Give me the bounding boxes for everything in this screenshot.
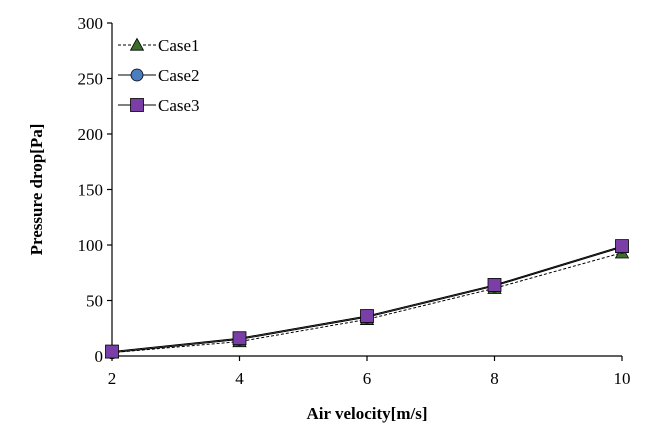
ticks: 0 50 100 150 200 250 300 2 4 6 8 10 bbox=[78, 14, 631, 388]
legend-label: Case1 bbox=[158, 36, 200, 55]
legend-marker bbox=[130, 68, 144, 82]
legend-marker bbox=[130, 98, 144, 112]
legend-item-case2: Case2 bbox=[118, 66, 200, 85]
x-tick-label: 2 bbox=[108, 369, 117, 388]
series-line bbox=[111, 246, 623, 354]
series-line bbox=[111, 252, 623, 354]
legend-label: Case3 bbox=[158, 96, 200, 115]
legend-label: Case2 bbox=[158, 66, 200, 85]
data-point bbox=[615, 239, 629, 254]
y-tick-label: 250 bbox=[78, 70, 104, 89]
series-case1 bbox=[104, 245, 630, 359]
y-tick-label: 50 bbox=[86, 292, 103, 311]
x-axis-title: Air velocity[m/s] bbox=[306, 404, 427, 423]
data-point bbox=[487, 278, 502, 292]
y-tick-label: 100 bbox=[78, 236, 104, 255]
legend-item-case1: Case1 bbox=[118, 36, 200, 55]
x-tick-label: 6 bbox=[363, 369, 372, 388]
series-layer bbox=[104, 239, 630, 360]
series-case2 bbox=[105, 240, 629, 360]
y-axis-title: Pressure drop[Pa] bbox=[27, 124, 46, 256]
series-case3 bbox=[105, 239, 629, 359]
series-line bbox=[111, 245, 623, 353]
x-tick-label: 4 bbox=[235, 369, 244, 388]
x-tick-label: 8 bbox=[490, 369, 499, 388]
legend: Case1 Case2 Case3 bbox=[118, 36, 200, 115]
data-point bbox=[360, 309, 374, 323]
y-tick-label: 300 bbox=[78, 14, 104, 33]
legend-marker bbox=[129, 37, 145, 51]
x-tick-label: 10 bbox=[614, 369, 631, 388]
y-tick-label: 150 bbox=[78, 181, 104, 200]
y-tick-label: 200 bbox=[78, 125, 104, 144]
legend-item-case3: Case3 bbox=[118, 96, 200, 115]
y-tick-label: 0 bbox=[95, 347, 104, 366]
data-point bbox=[232, 331, 247, 346]
data-point bbox=[105, 344, 119, 359]
